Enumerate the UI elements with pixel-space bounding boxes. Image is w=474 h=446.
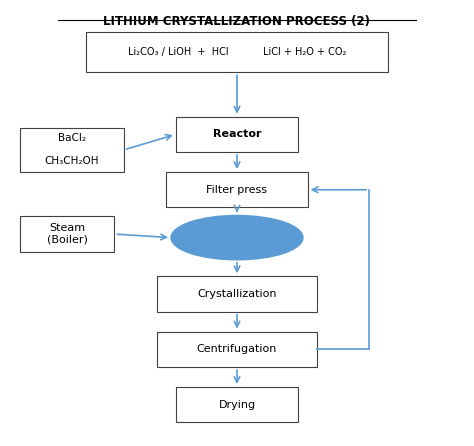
Text: LITHIUM CRYSTALLIZATION PROCESS (2): LITHIUM CRYSTALLIZATION PROCESS (2) (103, 15, 371, 28)
Text: BaCl₂

CH₃CH₂OH: BaCl₂ CH₃CH₂OH (45, 133, 100, 166)
FancyBboxPatch shape (20, 128, 124, 172)
FancyBboxPatch shape (157, 276, 317, 312)
FancyBboxPatch shape (176, 387, 298, 422)
Text: Steam
(Boiler): Steam (Boiler) (47, 223, 88, 245)
Text: Crystallization: Crystallization (197, 289, 277, 299)
FancyBboxPatch shape (157, 331, 317, 367)
Text: Drying: Drying (219, 400, 255, 410)
Text: Filter press: Filter press (207, 185, 267, 195)
Text: Reactor: Reactor (213, 129, 261, 139)
FancyBboxPatch shape (166, 172, 308, 207)
FancyBboxPatch shape (176, 116, 298, 152)
FancyBboxPatch shape (86, 33, 388, 72)
FancyBboxPatch shape (20, 216, 115, 252)
Text: Centrifugation: Centrifugation (197, 344, 277, 354)
Text: Li₂CO₃ / LiOH  +  HCl           LiCl + H₂O + CO₂: Li₂CO₃ / LiOH + HCl LiCl + H₂O + CO₂ (128, 47, 346, 58)
Ellipse shape (171, 215, 303, 260)
